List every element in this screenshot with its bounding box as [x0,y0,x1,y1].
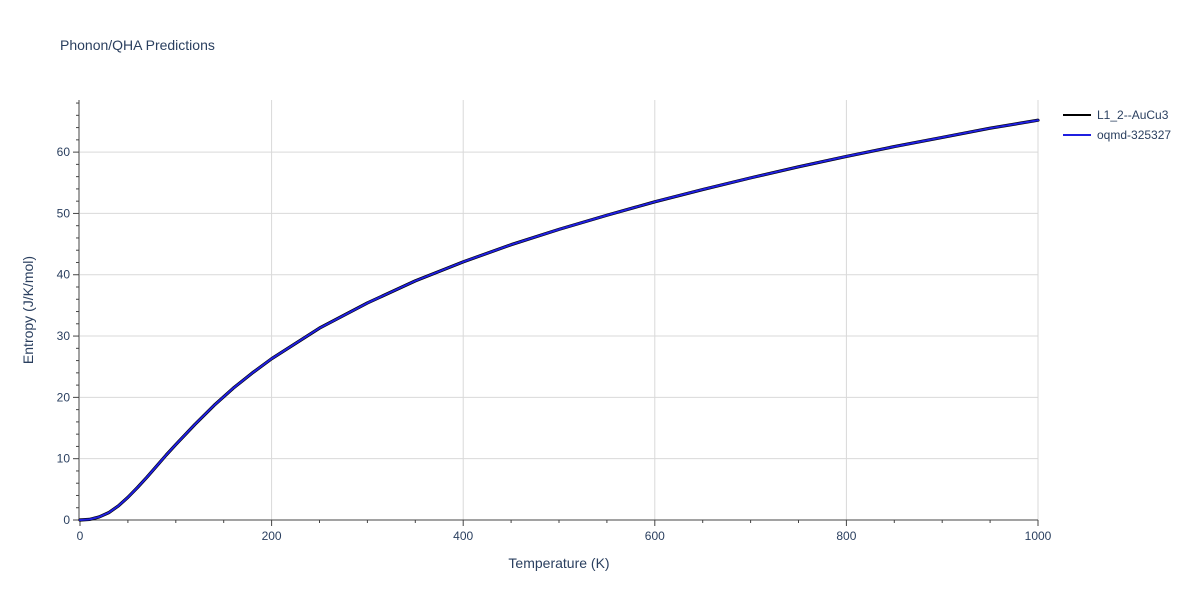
legend-item-1[interactable]: L1_2--AuCu3 [1063,108,1169,122]
series-line-1 [78,118,1040,522]
x-tick-label: 1000 [1025,529,1052,543]
x-tick-label: 800 [836,529,856,543]
x-tick-label: 400 [453,529,473,543]
legend-label: oqmd-325327 [1097,128,1171,142]
legend[interactable]: L1_2--AuCu3 oqmd-325327 [1063,108,1171,142]
y-tick-label: 50 [57,206,71,220]
x-axis-title: Temperature (K) [508,555,609,571]
series-layer [78,118,1040,522]
y-tick-label: 30 [57,329,71,343]
y-tick-label: 60 [57,145,71,159]
chart-title: Phonon/QHA Predictions [60,37,215,53]
series-line-2 [79,119,1039,521]
x-tick-label: 200 [262,529,282,543]
legend-item-2[interactable]: oqmd-325327 [1063,128,1171,142]
y-tick-label: 10 [57,452,71,466]
axis-layer: 0 200 400 600 800 1000 0 10 20 30 40 50 60 [57,100,1052,543]
grid-layer [80,100,1039,520]
y-tick-label: 20 [57,390,71,404]
x-tick-label: 600 [645,529,665,543]
legend-label: L1_2--AuCu3 [1097,108,1169,122]
x-tick-label: 0 [77,529,84,543]
y-tick-label: 0 [63,513,70,527]
y-tick-label: 40 [57,268,71,282]
y-axis-title: Entropy (J/K/mol) [20,256,36,364]
